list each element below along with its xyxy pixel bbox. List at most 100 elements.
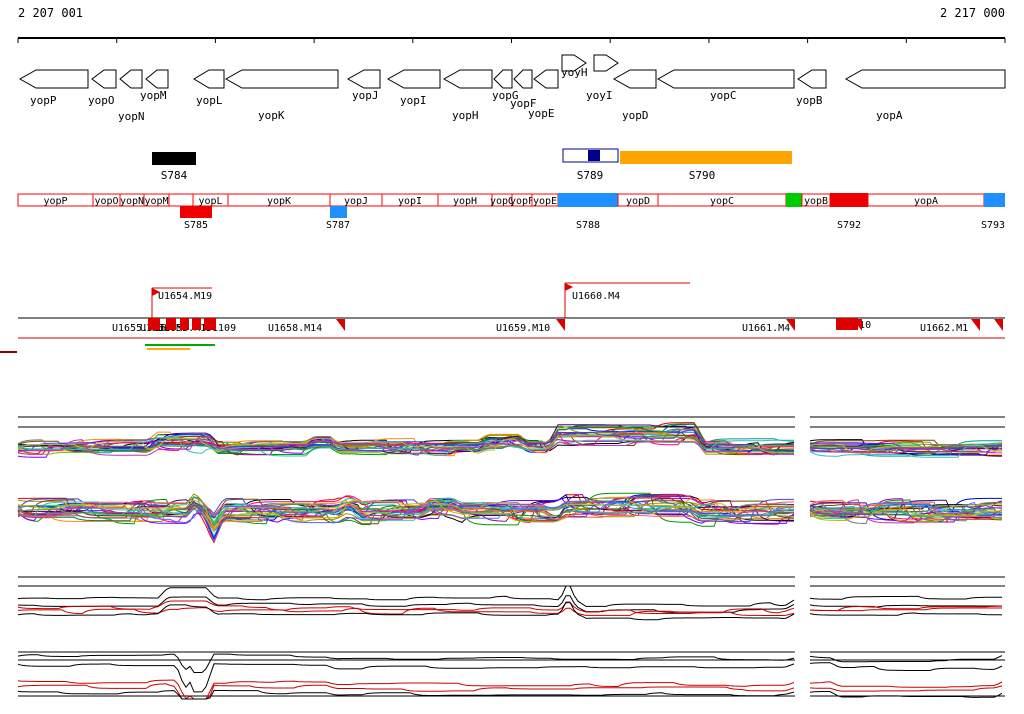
map-block-green-block <box>786 193 802 207</box>
probe-flag <box>994 319 1003 331</box>
gene-label-yopK: yopK <box>258 109 285 122</box>
gene-arrow-yoyI <box>593 54 619 72</box>
map-block-S793 <box>984 193 1005 207</box>
probe-flag <box>556 319 565 331</box>
map-caption-S788: S788 <box>576 220 600 231</box>
map-subblock-S787 <box>330 206 347 218</box>
gene-arrow-yopG <box>493 69 513 89</box>
signal-panel-1-series-12 <box>809 439 1003 452</box>
signal-panel-3-series-3 <box>809 607 1002 612</box>
map-caption-S785: S785 <box>184 220 208 231</box>
signal-panel-3-series-4 <box>809 612 1003 616</box>
probe-label-U1658.M14: U1658.M14 <box>268 323 322 334</box>
gene-arrow-yopB <box>797 69 827 89</box>
signal-panel-3-series-0 <box>809 595 1002 600</box>
gene-label-yopC: yopC <box>710 89 737 102</box>
signal-panel-4-series-3 <box>17 683 795 700</box>
signal-panel-4-series-2 <box>809 681 1003 688</box>
probe-label-U1656.M2: U1656.M2 <box>140 323 188 334</box>
signal-panel-3-series-3 <box>17 607 795 616</box>
signal-panel-2-series-22 <box>809 499 1003 517</box>
signal-panel-3-series-1 <box>809 604 1002 608</box>
signal-panel-2-series-24 <box>17 501 795 524</box>
gene-label-yopA: yopA <box>876 109 903 122</box>
map-label-yopA: yopA <box>914 196 938 207</box>
signal-panel-1-series-19 <box>17 434 794 454</box>
gene-arrow-yopI <box>386 69 441 89</box>
probe-box <box>180 318 189 330</box>
map-label-yopC: yopC <box>710 196 734 207</box>
map-label-yopF: yopF <box>510 196 534 207</box>
signal-panel-2-series-22 <box>17 496 795 521</box>
map-label-yopK: yopK <box>267 196 291 207</box>
probe-label-D1109: D1109 <box>206 323 236 334</box>
gene-arrow-yoyH <box>561 54 587 72</box>
gene-arrow-yopN <box>145 69 169 89</box>
map-label-yopN: yopN <box>120 196 144 207</box>
signal-panel-2-series-23 <box>809 505 1003 520</box>
map-label-yopH: yopH <box>453 196 477 207</box>
feature-label-S790: S790 <box>689 169 716 182</box>
gene-label-yopO: yopO <box>88 94 115 107</box>
map-label-yopI: yopI <box>398 196 422 207</box>
gene-arrow-yopF <box>513 69 533 89</box>
signal-panel-1-series-20 <box>809 443 1002 458</box>
signal-panel-3-series-0 <box>17 585 795 607</box>
gene-label-yopM: yopM <box>140 89 167 102</box>
gene-label-yopH: yopH <box>452 109 479 122</box>
map-label-yopJ: yopJ <box>344 196 368 207</box>
signal-panel-4-series-1 <box>809 662 1003 671</box>
coord-end: 2 217 000 <box>939 6 1005 20</box>
signal-panel-1-series-0 <box>809 439 1002 457</box>
probe-flag <box>853 319 862 331</box>
signal-panel-3-series-4 <box>17 601 795 621</box>
map-label-yopO: yopO <box>94 196 118 207</box>
gene-label-yoyH: yoyH <box>561 66 588 79</box>
feature-block-S789-core <box>588 150 600 161</box>
signal-panel-1-series-3 <box>809 443 1003 456</box>
gene-label-yopI: yopI <box>400 94 427 107</box>
signal-panel-1-series-18 <box>17 429 794 453</box>
gene-label-yopF: yopF <box>510 97 537 110</box>
signal-panel-2-series-16 <box>17 501 795 531</box>
signal-panel-4-series-1 <box>17 663 795 693</box>
map-label-yopD: yopD <box>626 196 650 207</box>
signal-panel-3-series-2 <box>17 600 795 614</box>
signal-panel-4-series-2 <box>17 679 795 700</box>
signal-panel-4-series-0 <box>17 653 795 673</box>
signal-panel-3-series-2 <box>809 605 1002 611</box>
signal-panel-2-series-11 <box>17 494 794 532</box>
signal-panel-4-series-4 <box>809 691 1003 698</box>
gene-arrow-yopO <box>91 69 117 89</box>
gene-label-yopP: yopP <box>30 94 57 107</box>
probe-box <box>836 318 858 330</box>
gene-arrow-yopM <box>119 69 143 89</box>
probe-label-U1654.M19: U1654.M19 <box>158 291 212 302</box>
feature-block-S784 <box>152 152 196 165</box>
signal-panel-2-series-12 <box>17 496 795 526</box>
map-label-yopE: yopE <box>533 196 557 207</box>
signal-panel-1-series-18 <box>809 445 1002 451</box>
gene-arrow-yopK <box>224 69 339 89</box>
signal-panel-1-series-17 <box>809 442 1002 448</box>
feature-block-S790 <box>620 151 792 164</box>
signal-panel-1-series-21 <box>809 444 1002 454</box>
signal-panel-2-series-8 <box>17 498 795 525</box>
map-caption-S792: S792 <box>837 220 861 231</box>
feature-label-S784: S784 <box>161 169 188 182</box>
map-label-yopG: yopG <box>490 196 514 207</box>
signal-panel-2-series-5 <box>809 498 1003 523</box>
signal-panel-2-series-16 <box>809 506 1003 520</box>
gene-arrow-yopJ <box>346 69 381 89</box>
probe-flag <box>336 319 345 331</box>
map-label-yopB: yopB <box>804 196 828 207</box>
coord-start: 2 207 001 <box>18 6 84 20</box>
gene-label-yopJ: yopJ <box>352 89 379 102</box>
map-segment-empty <box>168 193 194 207</box>
map-caption-S787: S787 <box>326 220 350 231</box>
signal-panel-2-series-21 <box>809 499 1002 524</box>
signal-panel-4-series-3 <box>809 685 1003 692</box>
probe-flag <box>971 319 980 331</box>
gene-arrow-yopC <box>656 69 795 89</box>
